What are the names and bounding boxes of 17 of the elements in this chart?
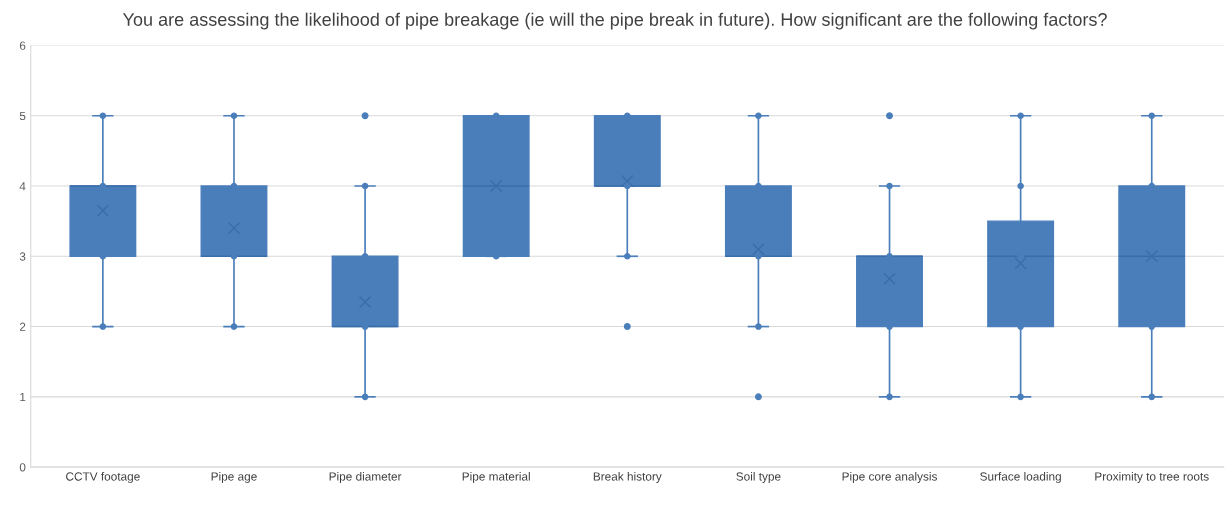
y-tick-label: 1 — [20, 393, 26, 402]
x-tick-label: Pipe material — [462, 471, 530, 483]
x-tick-label: Proximity to tree roots — [1095, 471, 1209, 483]
x-tick-label: Pipe age — [211, 471, 257, 483]
y-tick-label: 5 — [19, 111, 26, 121]
y-tick-label: 0 — [19, 463, 26, 472]
x-tick-label: Pipe core analysis — [842, 471, 937, 483]
x-tick-label: Soil type — [736, 471, 781, 483]
y-tick-label: 2 — [19, 322, 26, 331]
x-tick-label: Break history — [593, 471, 662, 483]
y-tick-label: 3 — [19, 252, 26, 261]
x-tick-label: CCTV footage — [66, 472, 140, 483]
x-tick-label: Surface loading — [980, 471, 1061, 483]
y-tick-label: 6 — [19, 41, 26, 50]
y-tick-label: 4 — [19, 182, 26, 191]
chart-title: You are assessing the likelihood of pipe breakage (ie will the pipe break in future). How significant are the following factors? — [122, 12, 1107, 30]
x-tick-label: Pipe diameter — [329, 471, 402, 483]
